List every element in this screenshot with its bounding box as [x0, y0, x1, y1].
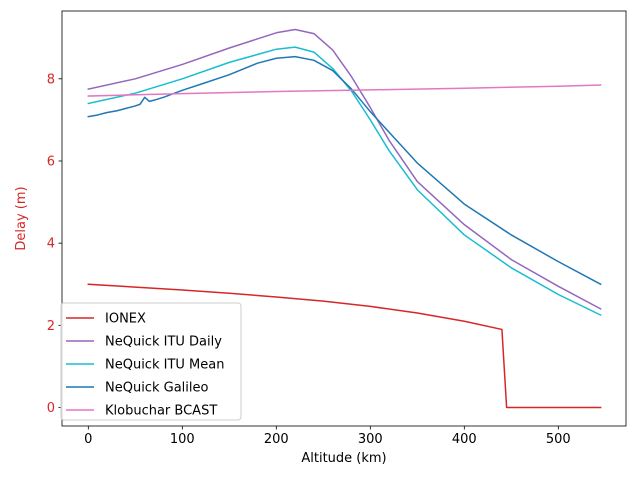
x-tick-label: 400: [452, 432, 477, 447]
legend-label: Klobuchar BCAST: [105, 404, 217, 419]
legend-label: NeQuick ITU Daily: [105, 335, 222, 350]
legend-label: IONEX: [105, 312, 146, 327]
y-axis-label: Delay (m): [14, 186, 29, 250]
series-line-ionex: [87, 283, 602, 409]
x-tick-label: 300: [358, 432, 383, 447]
series-line-nequick-itu-daily: [87, 28, 602, 310]
plot-frame: [61, 10, 627, 427]
y-axis-ticks: 0 2 4 6 8: [47, 72, 62, 416]
legend-box: [60, 302, 242, 421]
legend: IONEX NeQuick ITU Daily NeQuick ITU Mean Ne…: [60, 302, 242, 421]
y-tick-label: 2: [47, 319, 55, 334]
y-tick-label: 0: [47, 401, 55, 416]
x-axis-ticks: 0 100 200 300 400 500: [84, 426, 571, 447]
y-tick-label: 4: [47, 237, 55, 252]
x-tick-label: 100: [170, 432, 195, 447]
x-tick-label: 500: [546, 432, 571, 447]
series-layer: [87, 28, 602, 409]
x-tick-label: 0: [84, 432, 92, 447]
legend-label: NeQuick Galileo: [105, 381, 208, 396]
legend-label: NeQuick ITU Mean: [105, 358, 224, 373]
y-tick-label: 6: [47, 154, 55, 169]
x-axis-label: Altitude (km): [301, 451, 386, 466]
series-line-klobuchar-bcast: [87, 84, 602, 97]
x-tick-label: 200: [264, 432, 289, 447]
series-line-nequick-galileo: [87, 55, 602, 286]
y-tick-label: 8: [47, 72, 55, 87]
